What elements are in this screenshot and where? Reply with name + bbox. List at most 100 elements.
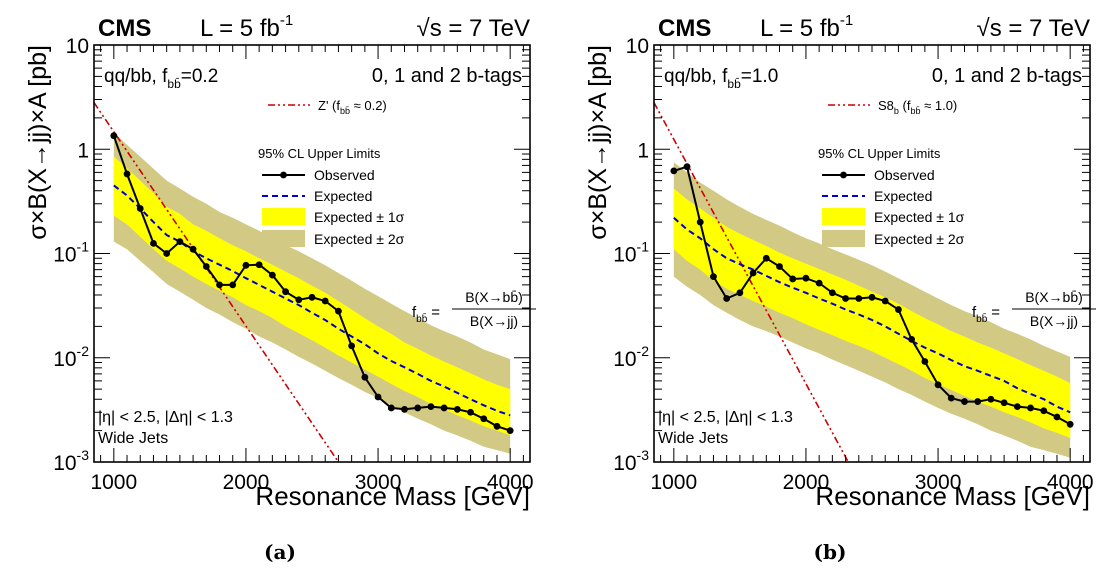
observed-point: [987, 395, 995, 403]
y-tick-label: 1: [77, 139, 89, 162]
legend-observed-dot: [280, 171, 287, 179]
panel-caption-b: (b): [813, 540, 847, 564]
x-tick-label: 1000: [650, 471, 697, 494]
formula-numerator: B(X→bb̄): [1025, 289, 1083, 305]
observed-point: [216, 281, 223, 289]
legend-1sigma-label: Expected ± 1σ: [314, 209, 405, 225]
legend-expected-label: Expected: [874, 188, 932, 204]
x-tick-label: 2000: [783, 471, 830, 494]
legend-model-label: Z' (fbb̄ ≈ 0.2): [318, 98, 387, 116]
plot-area: [94, 102, 514, 462]
observed-point: [908, 335, 916, 343]
legend-expected-label: Expected: [314, 188, 372, 204]
x-tick-label: 4000: [487, 471, 534, 494]
observed-point: [947, 394, 955, 402]
observed-point: [842, 295, 849, 302]
observed-point: [710, 273, 717, 281]
jets-label: Wide Jets: [658, 430, 728, 447]
observed-point: [136, 205, 144, 212]
model-curve: [654, 102, 849, 462]
cuts-label: |η| < 2.5, |Δη| < 1.3: [98, 409, 233, 426]
btags-label: 0, 1 and 2 b-tags: [932, 65, 1082, 87]
legend-2sigma-label: Expected ± 2σ: [874, 231, 965, 247]
observed-point: [506, 427, 514, 435]
observed-point: [974, 398, 982, 405]
observed-point: [961, 398, 968, 405]
y-tick-label: 1: [637, 139, 649, 162]
observed-point: [401, 405, 408, 413]
y-tick-label: 10-3: [53, 447, 89, 475]
observed-point: [855, 295, 863, 302]
observed-point: [321, 297, 329, 305]
legend-observed-dot: [840, 171, 847, 179]
y-axis-title: σ×B(X→jj)×A [pb]: [584, 45, 612, 240]
observed-point: [696, 218, 704, 226]
observed-point: [1040, 407, 1048, 415]
observed-point: [921, 358, 929, 365]
btags-label: 0, 1 and 2 b-tags: [372, 65, 522, 87]
header-experiment: CMS: [98, 15, 151, 42]
observed-point: [1013, 403, 1021, 410]
observed-point: [202, 263, 210, 270]
observed-point: [427, 403, 435, 410]
observed-point: [789, 275, 797, 283]
y-tick-label: 10-2: [53, 343, 89, 371]
legend-2sigma-label: Expected ± 2σ: [314, 231, 405, 247]
channel-label: qq/bb, fbb̄=1.0: [664, 66, 778, 91]
y-tick-label: 10-3: [613, 447, 649, 475]
observed-point: [453, 405, 461, 413]
observed-point: [361, 373, 369, 381]
x-tick-label: 4000: [1047, 471, 1094, 494]
observed-point: [683, 163, 691, 171]
x-axis-title: Resonance Mass [GeV]: [255, 481, 530, 511]
legend-2sigma-swatch: [262, 230, 305, 247]
observed-point: [189, 245, 197, 253]
header-experiment: CMS: [658, 15, 711, 42]
observed-point: [123, 170, 131, 178]
model-curve: [94, 102, 340, 462]
formula-numerator: B(X→bb̄): [465, 289, 523, 305]
observed-point: [868, 293, 876, 301]
observed-point: [828, 289, 836, 297]
cuts-label: |η| < 2.5, |Δη| < 1.3: [658, 409, 793, 426]
observed-point: [1000, 399, 1008, 407]
y-tick-label: 10-1: [53, 239, 89, 267]
observed-point: [229, 281, 237, 289]
observed-point: [387, 404, 395, 412]
observed-point: [749, 269, 757, 277]
x-tick-label: 2000: [223, 471, 270, 494]
observed-point: [282, 288, 289, 296]
observed-point: [414, 404, 422, 412]
plot-area: [654, 102, 1074, 462]
x-tick-label: 3000: [355, 471, 402, 494]
observed-point: [881, 297, 889, 305]
y-tick-label: 10: [66, 35, 89, 58]
chart-panel-a: 1000 2000 3000 4000 10-3 10-2 10-1 1 10 Resonance…: [24, 12, 536, 511]
y-tick-label: 10-1: [613, 239, 649, 267]
observed-point: [440, 404, 448, 412]
observed-point: [736, 289, 744, 297]
band-1sigma: [673, 188, 1071, 438]
panel-caption-a: (a): [264, 540, 296, 564]
channel-label: qq/bb, fbb̄=0.2: [104, 66, 218, 91]
observed-point: [467, 408, 474, 416]
observed-point: [802, 274, 810, 282]
x-tick-label: 1000: [90, 471, 137, 494]
legend-observed-label: Observed: [874, 167, 935, 183]
formula-lhs: fbb̄ =: [412, 304, 440, 325]
observed-point: [762, 254, 770, 262]
observed-point: [348, 342, 356, 350]
observed-point: [723, 295, 731, 302]
observed-point: [255, 261, 263, 269]
legend-2sigma-swatch: [822, 230, 865, 247]
observed-point: [163, 250, 171, 257]
expected-line: [673, 217, 1071, 414]
legend-1sigma-swatch: [262, 208, 305, 225]
header-lumi: L = 5 fb-1: [760, 12, 853, 42]
formula-lhs: fbb̄ =: [972, 304, 1000, 325]
legend-title: 95% CL Upper Limits: [818, 146, 941, 161]
observed-point: [110, 132, 118, 140]
legend-1sigma-label: Expected ± 1σ: [874, 209, 965, 225]
formula-denominator: B(X→jj): [1030, 313, 1078, 329]
observed-point: [1053, 413, 1061, 421]
